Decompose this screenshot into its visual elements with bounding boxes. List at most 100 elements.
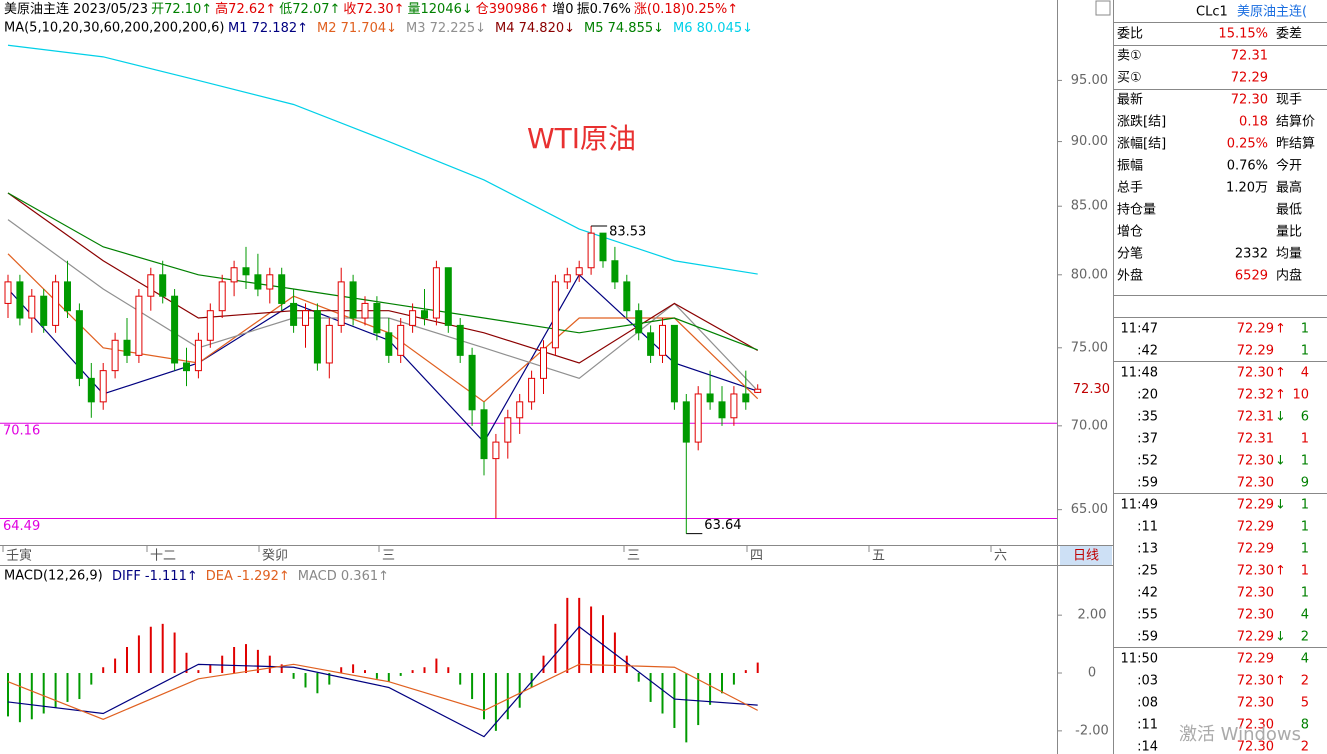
header-segment: 仓390986↑ <box>476 2 550 17</box>
candle-body <box>254 274 262 290</box>
ma-title: MA(5,10,20,30,60,200,200,200,6) <box>4 21 224 36</box>
candle-body <box>623 281 631 312</box>
tick-time: :11 <box>1137 520 1158 535</box>
legend-entry: DEA -1.292↑ <box>206 569 290 584</box>
candle-body <box>516 401 524 419</box>
quote-code: CLc1 <box>1196 5 1228 20</box>
candle-body <box>111 339 119 372</box>
tick-price: 72.30 <box>1237 476 1274 491</box>
tick-price: 72.30 <box>1237 608 1274 623</box>
tick-price: 72.30 <box>1237 696 1274 711</box>
y-tick-label: 95.00 <box>1071 73 1108 88</box>
header-segment: 开72.10↑ <box>151 2 212 17</box>
macd-y-tick-label: 0 <box>1088 666 1096 681</box>
candle-body <box>361 302 369 319</box>
quote-label: 委差 <box>1276 27 1302 42</box>
tick-volume: 9 <box>1301 476 1309 491</box>
candle-body <box>206 310 214 341</box>
ma-line <box>7 44 758 275</box>
candle-body <box>682 401 690 443</box>
tick-time: :13 <box>1137 542 1158 557</box>
period-button[interactable] <box>1060 546 1112 565</box>
quote-value: 15.15% <box>1218 27 1268 42</box>
tick-arrow: ↓ <box>1275 498 1286 513</box>
candle-body <box>313 310 321 364</box>
tick-arrow: ↑ <box>1275 564 1286 579</box>
candle-body <box>302 310 309 326</box>
candle-body <box>730 393 738 419</box>
header-segment: 增0 <box>552 2 573 17</box>
candle-body <box>480 409 488 460</box>
quote-name: 美原油主连( <box>1237 4 1307 20</box>
quote-label: 最低 <box>1276 203 1302 218</box>
tick-volume: 1 <box>1301 322 1309 337</box>
tick-time: :20 <box>1137 388 1158 403</box>
tick-arrow: ↓ <box>1275 454 1286 469</box>
tick-time: 11:49 <box>1121 498 1158 513</box>
header-segment: 涨(0.18)0.25%↑ <box>634 2 738 17</box>
legend-entry: M2 71.704↓ <box>317 21 397 36</box>
tick-time: :59 <box>1137 476 1158 491</box>
quote-label: 涨跌[结] <box>1117 114 1166 130</box>
candle-body <box>635 310 643 334</box>
candle-body <box>325 324 333 364</box>
watermark: 激活 Windows <box>1179 724 1301 745</box>
quote-label: 昨结算 <box>1276 137 1315 152</box>
quote-label: 振幅 <box>1117 159 1143 174</box>
tick-volume: 1 <box>1301 542 1309 557</box>
legend-entry: M4 74.820↓ <box>495 21 575 36</box>
date-label: 四 <box>750 549 763 564</box>
tick-time: :25 <box>1137 564 1158 579</box>
low-label: 63.64 <box>704 518 741 533</box>
ma-line <box>7 219 759 392</box>
candle-body <box>28 295 36 319</box>
candle-body <box>397 324 405 356</box>
ma-legend: M1 72.182↑ M2 71.704↓ M3 72.225↓ M4 74.820↓… <box>228 21 753 36</box>
header-segment: 美原油主连 2023/05/23 <box>4 1 148 17</box>
tick-price: 72.29 <box>1237 322 1274 337</box>
candle-body <box>52 281 60 326</box>
tick-time: :35 <box>1137 410 1158 425</box>
quote-label: 最高 <box>1276 180 1302 196</box>
tick-time: :52 <box>1137 454 1158 469</box>
tick-price: 72.30 <box>1237 564 1274 579</box>
tick-volume: 10 <box>1292 388 1309 403</box>
period-label[interactable]: 日线 <box>1073 549 1099 564</box>
quote-label: 结算价 <box>1276 115 1315 130</box>
candle-body <box>718 401 726 419</box>
tick-arrow: ↑ <box>1275 366 1286 381</box>
quote-label: 现手 <box>1276 93 1302 108</box>
quote-value: 2332 <box>1235 247 1268 262</box>
candle-body <box>540 347 547 379</box>
candle-body <box>706 393 714 403</box>
quote-value: 0.18 <box>1239 115 1268 130</box>
date-label: 癸卯 <box>262 549 288 564</box>
tick-price: 72.29 <box>1237 542 1274 557</box>
quote-value: 6529 <box>1235 269 1268 284</box>
quote-label: 增仓 <box>1117 225 1143 240</box>
tick-price: 72.32 <box>1237 388 1274 403</box>
tick-time: 11:50 <box>1121 652 1158 667</box>
tick-time: :55 <box>1137 608 1158 623</box>
quote-label: 内盘 <box>1276 268 1302 284</box>
tick-time: 11:47 <box>1121 322 1158 337</box>
candle-body <box>123 339 131 356</box>
quote-label: 委比 <box>1117 27 1143 42</box>
tick-volume: 2 <box>1301 740 1309 754</box>
macd-line <box>7 625 758 738</box>
tick-price: 72.29 <box>1237 344 1274 359</box>
y-tick-label: 75.00 <box>1071 340 1108 355</box>
candle-body <box>349 281 357 319</box>
menu-icon[interactable] <box>1095 0 1111 16</box>
candle-body <box>87 377 95 403</box>
quote-label: 总手 <box>1117 181 1143 196</box>
candle-body <box>659 324 666 356</box>
candle-body <box>611 260 619 283</box>
tick-volume: 1 <box>1301 344 1309 359</box>
quote-label: 今开 <box>1276 158 1302 174</box>
quote-value: 0.25% <box>1227 137 1268 152</box>
date-label: 壬寅 <box>6 548 32 564</box>
quote-label: 外盘 <box>1117 268 1143 284</box>
candle-body <box>218 281 226 312</box>
